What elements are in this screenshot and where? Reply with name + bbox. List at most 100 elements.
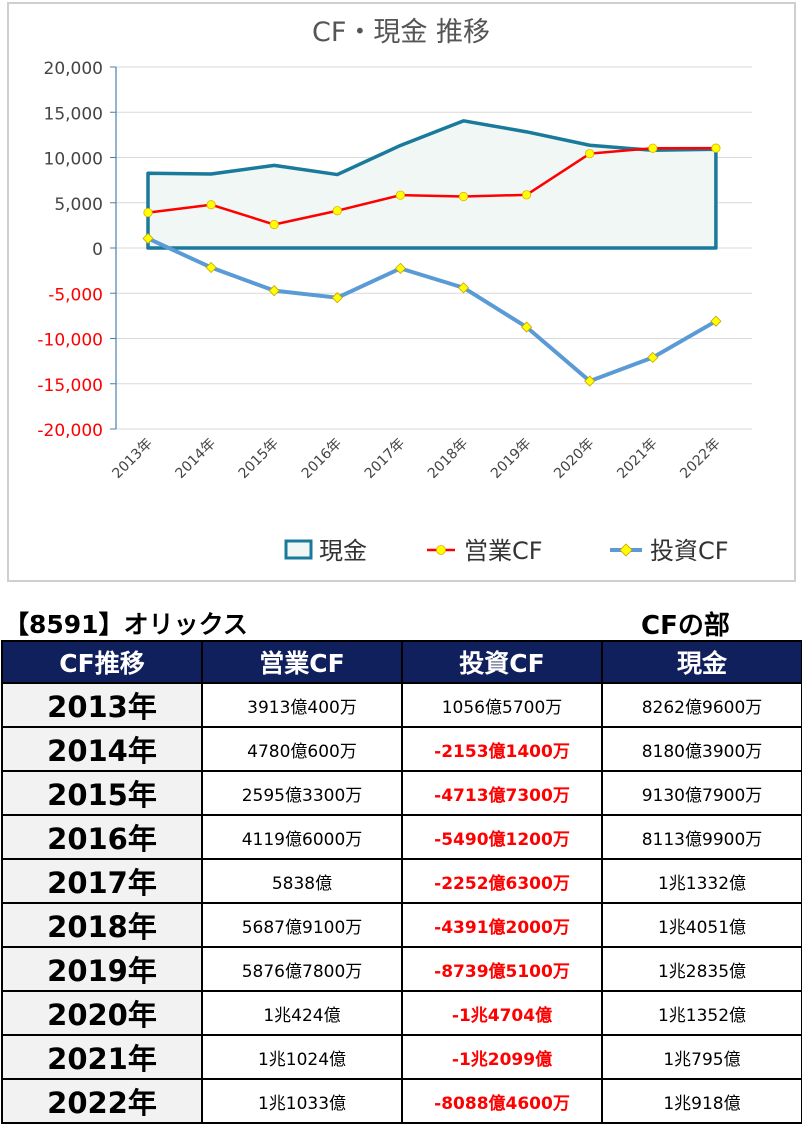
- x-tick-label: 2016年: [299, 436, 345, 482]
- operating-cf-cell: 1兆1033億: [201, 1078, 403, 1124]
- investing-cf-cell: -8088億4600万: [401, 1078, 603, 1124]
- legend-investing-cf-label: 投資CF: [650, 537, 729, 565]
- operating-cf-cell: 5687億9100万: [201, 902, 403, 948]
- operating-cf-point: [143, 207, 153, 218]
- header-investing-cf: 投資CF: [401, 640, 603, 684]
- investing-cf-point: [331, 292, 343, 304]
- operating-cf-point: [395, 190, 405, 200]
- cash-cell: 1兆4051億: [601, 902, 802, 948]
- table-row: 2015年 2595億3300万 -4713億7300万 9130億7900万: [1, 770, 802, 816]
- cf-chart: CF・現金 推移 20,000 15,000 10,000 5,000 0 -5,000 -1…: [37, 17, 752, 565]
- table-row: 2021年 1兆1024億 -1兆2099億 1兆795億: [1, 1034, 802, 1080]
- year-cell: 2016年: [1, 814, 203, 860]
- investing-cf-point: [647, 351, 659, 364]
- year-cell: 2013年: [1, 682, 203, 728]
- investing-cf-cell: -1兆4704億: [401, 990, 603, 1036]
- investing-cf-point: [521, 321, 533, 333]
- legend-cash-label: 現金: [319, 537, 367, 565]
- year-cell: 2017年: [1, 858, 203, 904]
- investing-cf-cell: -1兆2099億: [401, 1034, 603, 1080]
- legend-operating-cf-label: 営業CF: [464, 537, 543, 565]
- operating-cf-cell: 2595億3300万: [201, 770, 403, 816]
- x-tick-label: 2017年: [362, 436, 408, 482]
- year-cell: 2022年: [1, 1078, 203, 1124]
- operating-cf-cell: 4119億6000万: [201, 814, 403, 860]
- table-row: 2022年 1兆1033億 -8088億4600万 1兆918億: [1, 1078, 802, 1124]
- cash-cell: 1兆918億: [601, 1078, 802, 1124]
- investing-cf-point: [268, 285, 280, 297]
- investing-cf-point: [457, 282, 470, 294]
- y-tick-label: 0: [92, 240, 103, 260]
- operating-cf-point: [648, 143, 658, 153]
- cash-cell: 8262億9600万: [601, 682, 802, 728]
- series-operating-cf-line: [147, 146, 716, 226]
- investing-cf-cell: -5490億1200万: [401, 814, 603, 860]
- header-operating-cf: 営業CF: [201, 640, 403, 684]
- year-cell: 2015年: [1, 770, 203, 816]
- x-tick-label: 2022年: [677, 436, 723, 482]
- cash-cell: 9130億7900万: [601, 770, 802, 816]
- y-tick-label: -20,000: [37, 421, 103, 441]
- operating-cf-cell: 5838億: [201, 858, 403, 904]
- operating-cf-cell: 1兆1024億: [201, 1034, 403, 1080]
- operating-cf-point: [585, 149, 595, 159]
- operating-cf-point: [458, 191, 469, 202]
- y-tick-label: -15,000: [37, 376, 103, 396]
- x-tick-label: 2013年: [109, 436, 155, 482]
- y-tick-label: -10,000: [37, 331, 103, 351]
- series-investing-cf-line: [147, 236, 717, 384]
- chart-title: CF・現金 推移: [312, 17, 490, 48]
- y-tick-label: 20,000: [44, 59, 103, 79]
- operating-cf-point: [269, 219, 279, 230]
- table-row: 2017年 5838億 -2252億6300万 1兆1332億: [1, 858, 802, 904]
- cash-cell: 8180億3900万: [601, 726, 802, 772]
- cf-chart-frame: CF・現金 推移 20,000 15,000 10,000 5,000 0 -5,000 -1…: [7, 2, 796, 582]
- investing-cf-cell: -2153億1400万: [401, 726, 603, 772]
- year-cell: 2020年: [1, 990, 203, 1036]
- x-tick-label: 2018年: [425, 436, 471, 482]
- investing-cf-point: [584, 375, 596, 387]
- legend-investing-cf-marker: [619, 543, 633, 557]
- cash-cell: 8113億9900万: [601, 814, 802, 860]
- operating-cf-cell: 4780億600万: [201, 726, 403, 772]
- year-cell: 2014年: [1, 726, 203, 772]
- cash-cell: 1兆1332億: [601, 858, 802, 904]
- investing-cf-point: [205, 261, 217, 274]
- x-tick-label: 2015年: [236, 436, 282, 482]
- operating-cf-point: [332, 206, 342, 216]
- operating-cf-point: [711, 143, 721, 153]
- investing-cf-point: [394, 262, 406, 274]
- investing-cf-point: [142, 232, 154, 245]
- header-cash: 現金: [601, 640, 802, 684]
- investing-cf-cell: 1056億5700万: [401, 682, 603, 728]
- legend-cash-swatch: [284, 539, 313, 560]
- operating-cf-cell: 1兆424億: [201, 990, 403, 1036]
- table-row: 2018年 5687億9100万 -4391億2000万 1兆4051億: [1, 902, 802, 948]
- table-row: 2014年 4780億600万 -2153億1400万 8180億3900万: [1, 726, 802, 772]
- table-row: 2019年 5876億7800万 -8739億5100万 1兆2835億: [1, 946, 802, 992]
- header-year: CF推移: [1, 640, 203, 684]
- operating-cf-cell: 5876億7800万: [201, 946, 403, 992]
- investing-cf-cell: -2252億6300万: [401, 858, 603, 904]
- x-tick-label: 2020年: [551, 436, 597, 482]
- y-tick-label: 5,000: [54, 195, 103, 215]
- operating-cf-point: [521, 190, 532, 200]
- company-title: 【8591】オリックス: [4, 610, 248, 639]
- year-cell: 2021年: [1, 1034, 203, 1080]
- x-tick-label: 2019年: [488, 436, 534, 482]
- table-row: 2013年 3913億400万 1056億5700万 8262億9600万: [1, 682, 802, 728]
- y-tick-label: -5,000: [48, 285, 103, 305]
- y-tick-label: 15,000: [44, 104, 103, 124]
- investing-cf-point: [710, 315, 722, 327]
- y-tick-label: 10,000: [44, 150, 103, 170]
- x-tick-label: 2014年: [173, 436, 219, 482]
- cash-cell: 1兆2835億: [601, 946, 802, 992]
- section-title: CFの部: [641, 611, 730, 641]
- cf-table: CF推移 営業CF 投資CF 現金 2013年 3913億400万 1056億570…: [1, 640, 802, 1124]
- investing-cf-cell: -4391億2000万: [401, 902, 603, 948]
- year-cell: 2019年: [1, 946, 203, 992]
- x-tick-label: 2021年: [614, 436, 660, 482]
- operating-cf-point: [206, 200, 216, 210]
- operating-cf-cell: 3913億400万: [201, 682, 403, 728]
- series-cash-area: [146, 119, 718, 250]
